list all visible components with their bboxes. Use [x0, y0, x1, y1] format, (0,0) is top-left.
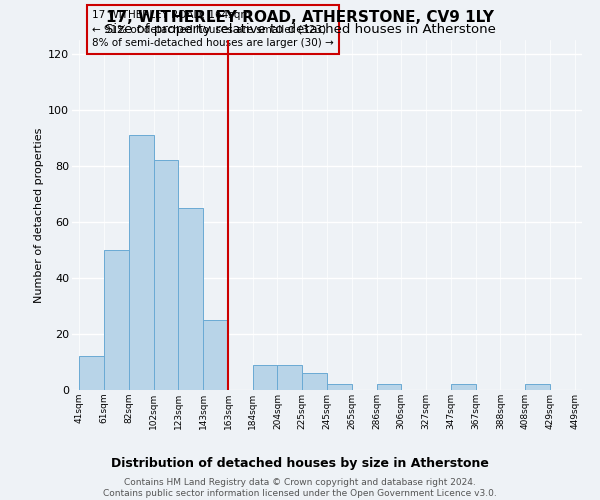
Bar — [327, 384, 352, 390]
Text: Distribution of detached houses by size in Atherstone: Distribution of detached houses by size … — [111, 458, 489, 470]
Bar — [451, 384, 476, 390]
Bar — [277, 365, 302, 390]
Text: Contains HM Land Registry data © Crown copyright and database right 2024.
Contai: Contains HM Land Registry data © Crown c… — [103, 478, 497, 498]
Text: 17, WITHERLEY ROAD, ATHERSTONE, CV9 1LY: 17, WITHERLEY ROAD, ATHERSTONE, CV9 1LY — [106, 10, 494, 25]
Bar — [377, 384, 401, 390]
Bar — [129, 135, 154, 390]
Y-axis label: Number of detached properties: Number of detached properties — [34, 128, 44, 302]
Bar — [253, 365, 277, 390]
Bar — [104, 250, 129, 390]
Text: 17 WITHERLEY ROAD: 164sqm
← 91% of detached houses are smaller (323)
8% of semi-: 17 WITHERLEY ROAD: 164sqm ← 91% of detac… — [92, 10, 334, 48]
Bar — [154, 160, 178, 390]
Text: Size of property relative to detached houses in Atherstone: Size of property relative to detached ho… — [104, 22, 496, 36]
Bar — [203, 320, 228, 390]
Bar — [79, 356, 104, 390]
Bar — [302, 373, 327, 390]
Bar — [178, 208, 203, 390]
Bar — [525, 384, 550, 390]
